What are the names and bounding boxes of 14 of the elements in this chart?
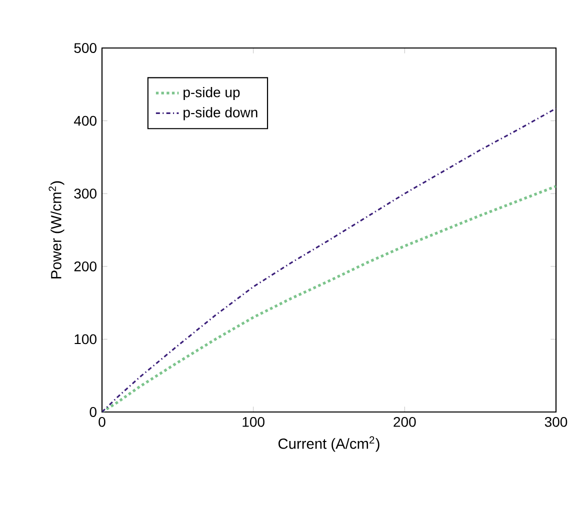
y-tick-label: 200: [74, 261, 96, 272]
x-axis-title: Current (A/cm$^{2}$): [278, 436, 380, 452]
y-tick-label: 500: [74, 43, 96, 53]
y-axis-title: Power (W/cm$^{2}$): [48, 181, 64, 278]
legend-label: p-side up: [184, 86, 240, 100]
x-tick-label: 200: [394, 416, 416, 427]
y-tick-label: 100: [74, 334, 96, 344]
x-tick-label: 300: [544, 416, 568, 427]
y-tick-label: 0: [90, 407, 96, 417]
legend-label: p-side down: [184, 107, 258, 120]
x-tick-label: 100: [242, 416, 264, 427]
y-tick-label: 400: [74, 116, 96, 126]
y-tick-label: 300: [74, 188, 96, 199]
x-tick-label: 0: [98, 416, 106, 427]
